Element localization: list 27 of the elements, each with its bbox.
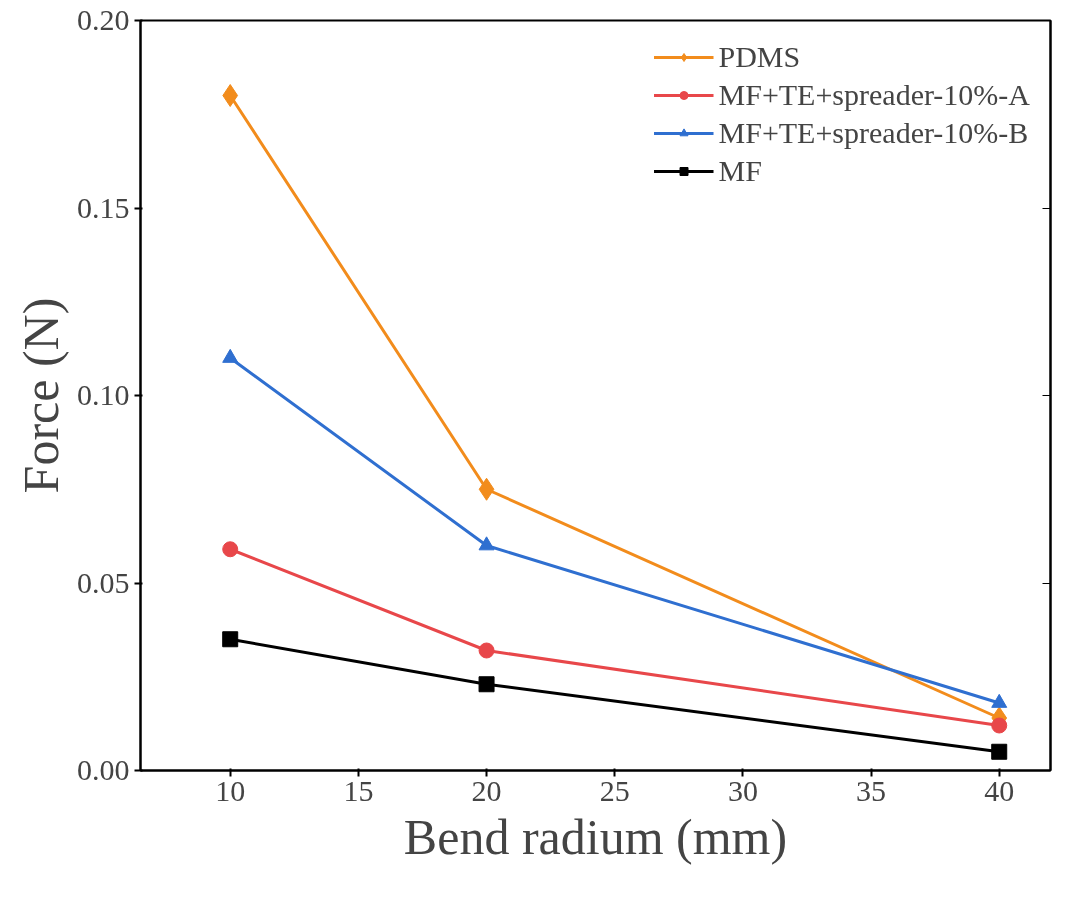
x-tick-label: 25 <box>599 773 630 807</box>
point <box>222 84 239 107</box>
x-tick-label: 10 <box>215 773 246 807</box>
x-axis-title: Bend radium (mm) <box>403 808 788 865</box>
point <box>478 642 495 659</box>
x-tick-label: 35 <box>856 773 887 807</box>
x-tick-label: 15 <box>343 773 374 807</box>
point <box>478 536 495 551</box>
y-axis-title: Force (N) <box>13 297 69 494</box>
point <box>222 541 239 558</box>
point <box>478 676 495 693</box>
y-tick-label: 0.05 <box>77 565 130 599</box>
legend-label: MF <box>718 154 762 188</box>
x-tick-label: 30 <box>727 773 758 807</box>
y-tick-label: 0.15 <box>77 190 130 224</box>
point <box>222 631 239 648</box>
x-tick-label: 40 <box>984 773 1015 807</box>
y-tick-label: 0.10 <box>77 378 130 411</box>
x-tick-label: 20 <box>471 773 502 807</box>
y-tick-label: 0.20 <box>77 3 130 36</box>
legend-label: MF+TE+spreader-10%-B <box>718 116 1029 150</box>
point <box>991 717 1008 734</box>
y-tick-label: 0.00 <box>77 753 130 786</box>
point <box>478 477 495 501</box>
legend-label: PDMS <box>718 40 801 74</box>
legend-label: MF+TE+spreader-10%-A <box>718 78 1030 112</box>
point <box>991 743 1008 760</box>
